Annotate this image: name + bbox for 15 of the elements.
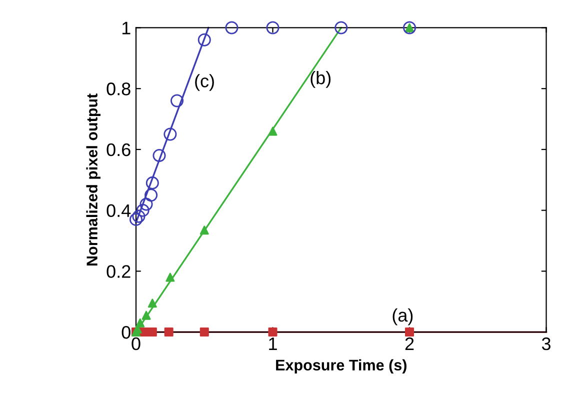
x-tick-label: 0: [132, 337, 140, 350]
y-tick-label: 0.2: [106, 265, 130, 278]
y-tick-label: 1: [122, 22, 130, 34]
x-tick-label: 2: [405, 337, 414, 350]
y-tick-label: 0.4: [106, 204, 131, 218]
x-tick-label: 3: [542, 337, 550, 350]
y-tick-label: 0.8: [106, 82, 130, 96]
annotation: (c): [195, 74, 214, 91]
annotation: (b): [310, 71, 331, 88]
y-tick-label: 0.6: [106, 143, 130, 156]
x-axis-title: Exposure Time (s): [276, 359, 406, 374]
x-tick-label: 1: [269, 338, 277, 350]
y-axis-title: Normalized pixel output: [86, 93, 100, 266]
annotation: (a): [392, 308, 413, 326]
y-tick-label: 0: [122, 326, 130, 339]
